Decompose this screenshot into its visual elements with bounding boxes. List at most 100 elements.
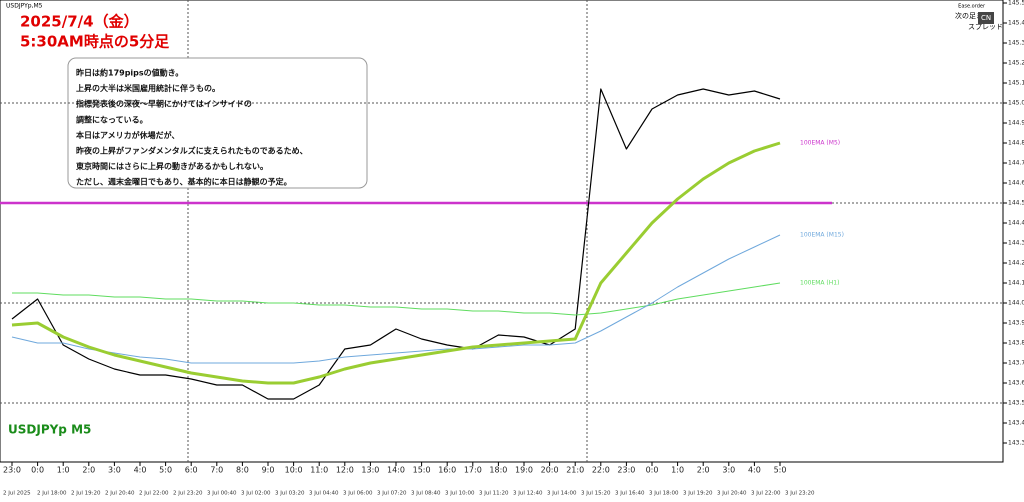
x-tick-label: 18:0 [489,466,507,475]
symbol-label: USDJPYp,M5 [6,3,43,10]
panel-label: スプレッド [968,23,1003,31]
series-label: 100EMA (M15) [800,232,844,239]
x-tick-label: 11:0 [310,466,328,475]
x-tick-label: 3:0 [108,466,121,475]
y-tick-label: 145.200 [1008,60,1024,67]
panel-label: Ease.order [958,4,986,10]
date-label: 3 Jul 11:20 [479,491,509,497]
date-label: 3 Jul 20:40 [717,491,747,497]
y-tick-label: 145.100 [1008,80,1024,87]
y-tick-label: 143.900 [1008,320,1024,327]
annotation-line: 上昇の大半は米国雇用統計に伴うもの。 [76,83,220,93]
date-label: 3 Jul 18:00 [649,491,679,497]
date-label: 2 Jul 23:20 [173,491,203,497]
series-line [11,88,781,400]
annotation-line: 指標発表後の深夜～早朝にかけてはインサイドの [76,99,252,109]
x-tick-label: 0:0 [646,466,659,475]
date-label: 3 Jul 06:00 [343,491,373,497]
x-tick-label: 4:0 [748,466,761,475]
x-tick-label: 23:0 [617,466,635,475]
x-tick-label: 19:0 [515,466,533,475]
date-label: 3 Jul 03:20 [275,491,305,497]
x-tick-label: 8:0 [236,466,249,475]
y-tick-label: 144.100 [1008,280,1024,287]
x-tick-label: 23:0 [3,466,21,475]
annotation-box [67,57,368,189]
date-label: 3 Jul 23:20 [785,491,815,497]
y-tick-label: 143.600 [1008,380,1024,387]
y-tick-label: 143.400 [1008,420,1024,427]
annotation-line: 昨夜の上昇がファンダメンタルズに支えられたものであるため、 [76,146,308,156]
y-tick-label: 144.300 [1008,240,1024,247]
panel-label: CN [981,14,991,22]
x-tick-label: 20:0 [541,466,559,475]
x-tick-label: 1:0 [57,466,70,475]
date-label: 3 Jul 10:00 [445,491,475,497]
x-tick-label: 9:0 [262,466,275,475]
y-tick-label: 144.800 [1008,140,1024,147]
y-tick-label: 143.800 [1008,340,1024,347]
date-label: 3 Jul 08:40 [411,491,441,497]
series-line [12,282,781,316]
date-label: 3 Jul 04:40 [309,491,339,497]
x-tick-label: 22:0 [592,466,610,475]
x-tick-label: 10:0 [285,466,303,475]
y-tick-label: 144.700 [1008,160,1024,167]
x-tick-label: 12:0 [336,466,354,475]
x-tick-label: 2:0 [697,466,710,475]
annotation-line: 昨日は約179pipsの値動き。 [76,68,183,78]
date-label: 3 Jul 14:00 [547,491,577,497]
y-tick-label: 143.300 [1008,440,1024,447]
chart-subtitle: 5:30AM時点の5分足 [20,33,170,51]
series-line [11,141,781,385]
annotation-line: 本日はアメリカが休場だが、 [75,130,179,140]
annotation-line: ただし、週末金曜日でもあり、基本的に本日は静観の予定。 [76,177,292,187]
x-tick-label: 5:0 [774,466,787,475]
x-tick-label: 0:0 [31,466,44,475]
date-label: 2 Jul 18:00 [37,491,67,497]
panel-badge [978,12,994,24]
y-tick-label: 144.600 [1008,180,1024,187]
annotation-line: 東京時間にはさらに上昇の動きがあるかもしれない。 [76,161,268,171]
y-tick-label: 145.500 [1008,0,1024,7]
y-tick-label: 144.200 [1008,260,1024,267]
x-tick-label: 4:0 [134,466,147,475]
date-label: 3 Jul 00:40 [207,491,237,497]
date-label: 2 Jul 22:00 [139,491,169,497]
x-tick-label: 7:0 [210,466,223,475]
x-tick-label: 2:0 [82,466,95,475]
date-label: 3 Jul 12:40 [513,491,543,497]
panel-label: 次の足まで [955,11,990,20]
x-tick-label: 13:0 [361,466,379,475]
date-label: 3 Jul 07:20 [377,491,407,497]
x-tick-label: 6:0 [185,466,198,475]
date-label: 3 Jul 19:20 [683,491,713,497]
date-label: 3 Jul 02:00 [241,491,271,497]
x-tick-label: 1:0 [671,466,684,475]
y-tick-label: 145.400 [1008,20,1024,27]
y-tick-label: 145.300 [1008,40,1024,47]
date-label: 2 Jul 20:40 [105,491,135,497]
date-label: 3 Jul 16:40 [615,491,645,497]
x-tick-label: 3:0 [722,466,735,475]
date-label: 2 Jul 19:20 [71,491,101,497]
chart-title: 2025/7/4（金） [20,13,139,31]
y-tick-label: 144.400 [1008,220,1024,227]
y-tick-label: 144.000 [1008,300,1024,307]
y-tick-label: 145.000 [1008,100,1024,107]
y-tick-label: 143.500 [1008,400,1024,407]
y-tick-label: 144.900 [1008,120,1024,127]
y-tick-label: 143.700 [1008,360,1024,367]
x-tick-label: 15:0 [413,466,431,475]
series-line [11,234,781,364]
watermark: USDJPYp M5 [8,423,91,437]
x-tick-label: 16:0 [438,466,456,475]
x-tick-label: 14:0 [387,466,405,475]
x-tick-label: 5:0 [159,466,172,475]
x-tick-label: 17:0 [464,466,482,475]
annotation-line: 調整になっている。 [76,114,148,124]
y-tick-label: 144.500 [1008,200,1024,207]
date-label: 3 Jul 15:20 [581,491,611,497]
